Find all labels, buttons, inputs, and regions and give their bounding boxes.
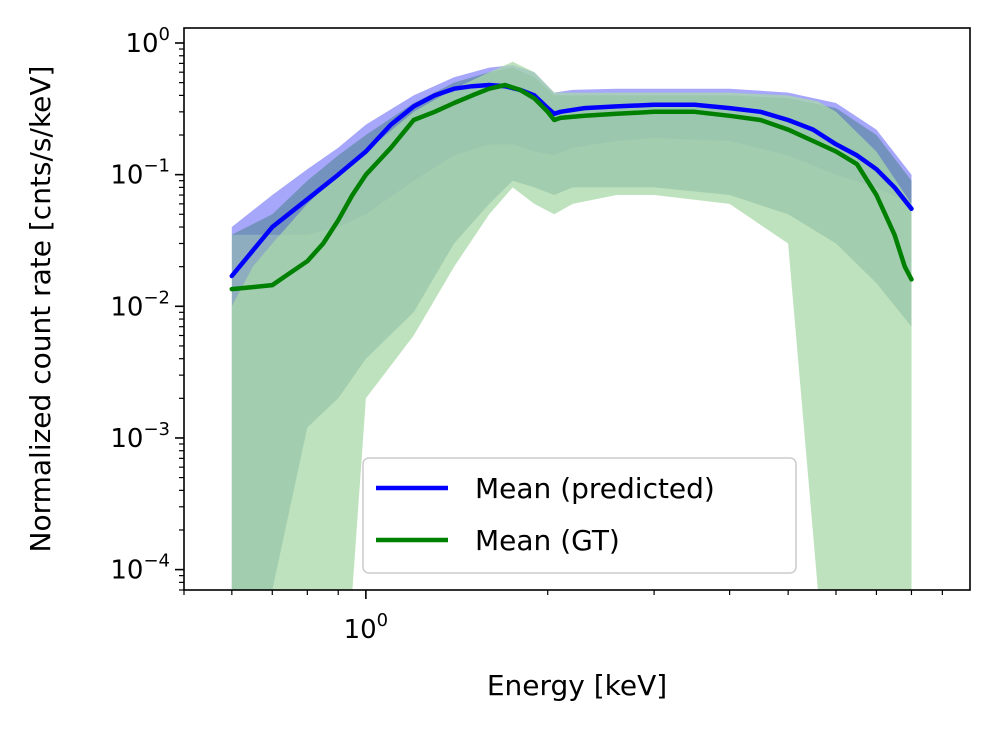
y-tick-label-3: 10−1 <box>110 156 170 191</box>
ticks-layer: 10−4 10−3 10−2 10−1 100 100 <box>110 24 943 645</box>
legend: Mean (predicted) Mean (GT) <box>362 457 797 574</box>
legend-label-gt: Mean (GT) <box>475 524 620 557</box>
y-axis-title: Normalized count rate [cnts/s/keV] <box>24 66 57 553</box>
series-line-0 <box>229 82 914 279</box>
x-tick-label-0: 100 <box>344 610 389 645</box>
y-tick-label-1: 10−3 <box>110 419 170 454</box>
y-tick-label-4: 100 <box>125 24 170 59</box>
y-tick-label-0: 10−4 <box>110 551 170 586</box>
series-line-1 <box>229 82 914 292</box>
band-2 <box>231 61 912 591</box>
plot-frame <box>183 27 971 591</box>
legend-label-predicted: Mean (predicted) <box>475 472 715 505</box>
legend-box <box>362 457 797 574</box>
x-axis-title: Energy [keV] <box>487 669 667 702</box>
series-layer <box>229 82 914 292</box>
y-tick-label-2: 10−2 <box>110 287 170 322</box>
